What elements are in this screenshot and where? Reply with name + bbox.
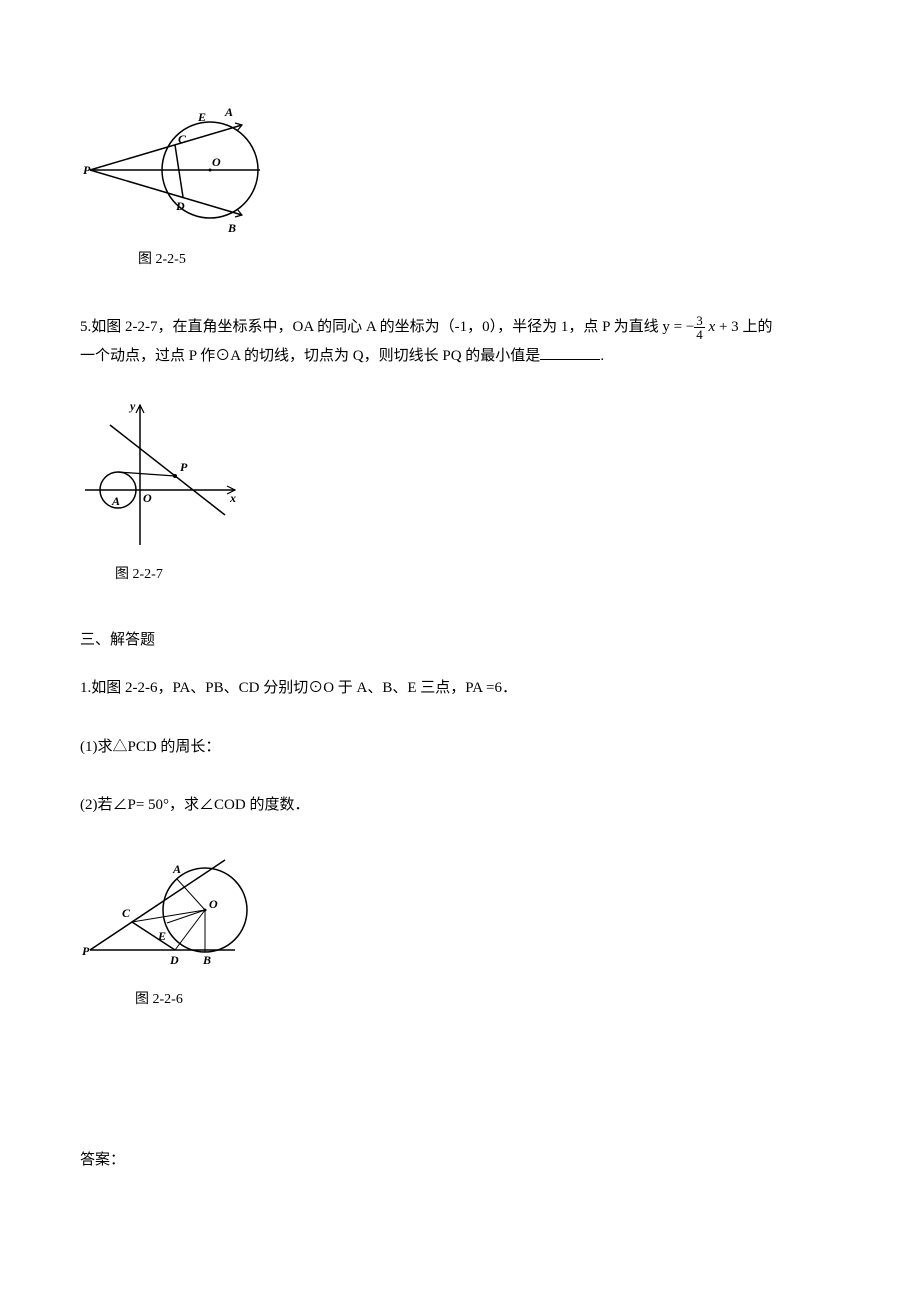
fig1-label-A: A xyxy=(224,105,233,119)
figure-2-2-5-svg: P A E C O D B xyxy=(80,100,280,240)
problem-5-line2: 一个动点，过点 P 作⊙A 的切线，切点为 Q，则切线长 PQ 的最小值是 xyxy=(80,348,540,364)
fig3-label-D: D xyxy=(169,953,179,967)
frac-num: 3 xyxy=(694,314,705,328)
problem-5-formula-after: + 3 xyxy=(715,319,738,335)
problem-s3-1-line1: 1.如图 2-2-6，PA、PB、CD 分别切⊙O 于 A、B、E 三点，PA … xyxy=(80,674,840,703)
problem-5-prefix: 5.如图 2-2-7，在直角坐标系中，OA 的同心 A 的坐标为（-1，0），半… xyxy=(80,319,659,335)
blank-underline xyxy=(540,359,600,360)
fig3-label-P: P xyxy=(82,944,90,958)
problem-s3-1-part1: (1)求△PCD 的周长： xyxy=(80,733,840,762)
figure-2-2-7-caption: 图 2-2-7 xyxy=(115,563,840,583)
fig1-label-P: P xyxy=(83,163,91,177)
fig1-label-C: C xyxy=(178,132,187,146)
fig1-label-O: O xyxy=(212,155,221,169)
frac-den: 4 xyxy=(694,328,705,341)
fig2-label-O: O xyxy=(143,491,152,505)
fig2-label-y: y xyxy=(128,399,136,413)
problem-5-formula-y: y = − xyxy=(662,319,694,335)
figure-2-2-5-block: P A E C O D B 图 2-2-5 xyxy=(80,100,840,268)
figure-2-2-5-caption: 图 2-2-5 xyxy=(138,248,840,268)
problem-5-suffix1: 上的 xyxy=(742,319,772,335)
fig3-label-O: O xyxy=(209,897,218,911)
fig3-label-A: A xyxy=(172,862,181,876)
fig2-label-x: x xyxy=(229,491,236,505)
figure-2-2-7-block: y x O A P 图 2-2-7 xyxy=(80,395,840,583)
section-3-title: 三、解答题 xyxy=(80,628,840,649)
fig1-label-E: E xyxy=(197,110,206,124)
figure-2-2-6-svg: P A C E O D B xyxy=(80,850,270,980)
figure-2-2-6-caption: 图 2-2-6 xyxy=(135,988,840,1008)
fig1-label-D: D xyxy=(175,199,185,213)
figure-2-2-7-svg: y x O A P xyxy=(80,395,250,555)
fig3-label-B: B xyxy=(202,953,211,967)
fig2-label-A: A xyxy=(111,494,120,508)
fig1-label-B: B xyxy=(227,221,236,235)
fig3-label-C: C xyxy=(122,906,131,920)
fig2-label-P: P xyxy=(180,460,188,474)
figure-2-2-6-block: P A C E O D B 图 2-2-6 xyxy=(80,850,840,1008)
problem-s3-1-part2: (2)若∠P= 50°，求∠COD 的度数． xyxy=(80,791,840,820)
answer-label: 答案： xyxy=(80,1148,840,1169)
fig3-label-E: E xyxy=(157,929,166,943)
problem-5-text: 5.如图 2-2-7，在直角坐标系中，OA 的同心 A 的坐标为（-1，0），半… xyxy=(80,313,840,370)
problem-5-suffix2: . xyxy=(600,348,604,364)
problem-5-formula-x: x xyxy=(705,319,715,335)
